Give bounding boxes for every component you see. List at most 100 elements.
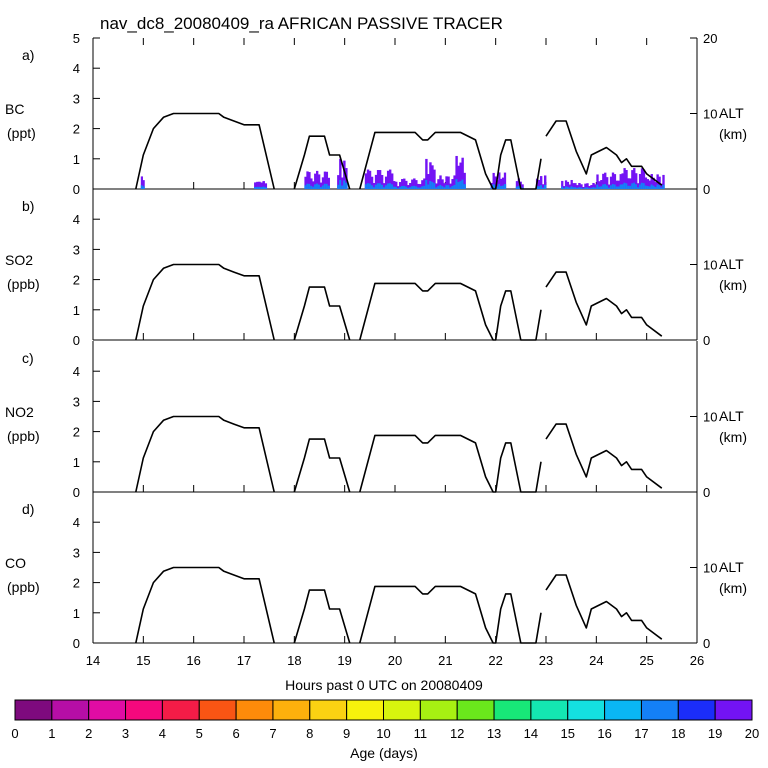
altitude-line [135, 112, 663, 190]
bc-age-bar [562, 188, 566, 189]
colorbar-swatch [51, 699, 90, 721]
y-tick-label: 3 [73, 394, 80, 409]
colorbar-swatch [677, 699, 716, 721]
bc-age-bar [453, 175, 456, 189]
x-tick-label: 14 [86, 653, 100, 668]
bc-age-bar [459, 162, 462, 189]
bc-age-bar [638, 184, 642, 189]
bc-age-bar [449, 183, 452, 189]
bc-age-bar [323, 183, 327, 189]
bc-age-bar [592, 187, 595, 189]
bc-age-bar [640, 168, 644, 189]
bc-age-bar [459, 181, 462, 189]
chart-title: nav_dc8_20080409_ra AFRICAN PASSIVE TRAC… [100, 14, 503, 33]
colorbar-tick-label: 0 [11, 726, 18, 741]
bc-age-bar [415, 180, 418, 189]
colorbar-swatch [88, 699, 127, 721]
bc-age-bar [596, 174, 599, 189]
bc-age-bar [327, 185, 330, 189]
bc-age-bar [596, 184, 599, 189]
bc-age-bar [304, 176, 307, 189]
y-tick-label: 1 [73, 303, 80, 318]
y-tick-label: 0 [73, 485, 80, 500]
bc-age-bar [405, 180, 408, 189]
panel-so2: 0 1 2 3 4 0 10 ALT (km) b) SO2 (ppb) [5, 189, 747, 348]
bc-age-bar [535, 185, 539, 189]
bc-age-bar [321, 185, 325, 189]
alt-axis-unit: (km) [719, 126, 747, 142]
bc-age-bar [317, 184, 321, 189]
bc-age-bar [380, 174, 384, 189]
bc-age-bar [345, 182, 348, 189]
bc-age-bar [600, 186, 603, 189]
bc-age-bar [423, 178, 426, 189]
bc-age-bar [457, 182, 460, 189]
y-tick-label: 2 [73, 273, 80, 288]
colorbar-swatch [604, 699, 642, 721]
bc-age-bar [652, 185, 655, 189]
bc-age-bar [337, 184, 340, 189]
altitude-line [135, 566, 663, 644]
bc-age-bar [576, 185, 579, 189]
bc-age-bar [598, 186, 601, 189]
bc-age-bar [433, 169, 436, 189]
bc-age-bar [627, 178, 630, 189]
y-tick-label: 3 [73, 242, 80, 257]
species-label: CO [5, 555, 26, 571]
bc-age-bar [604, 172, 607, 189]
bc-age-bar [580, 187, 583, 189]
colorbar-swatch [346, 699, 384, 721]
bc-age-bar [662, 174, 665, 189]
bc-age-bar [370, 185, 374, 189]
colorbar-tick-label: 16 [597, 726, 611, 741]
bc-age-bar [439, 175, 442, 189]
bc-age-bar [337, 175, 340, 189]
bc-age-bar [395, 181, 398, 189]
bc-age-bar [660, 183, 663, 189]
bc-age-bar [413, 178, 416, 189]
bc-age-bar [646, 179, 650, 189]
bc-age-bar [368, 183, 372, 189]
bc-age-bar [435, 183, 438, 189]
bc-age-bar [463, 184, 466, 189]
y-tick-label: 3 [73, 91, 80, 106]
bc-age-bar [425, 158, 428, 189]
bc-age-bar [609, 176, 613, 189]
bc-age-bar [570, 186, 573, 189]
bc-age-bar [254, 187, 257, 189]
alt-axis-label: ALT [719, 408, 744, 424]
bc-age-bar [378, 183, 382, 189]
bc-age-bar [423, 185, 426, 189]
bc-age-bar [304, 185, 307, 189]
bc-age-bar [388, 183, 392, 189]
colorbar-tick-label: 11 [414, 726, 428, 741]
bc-age-bar [572, 183, 575, 189]
bc-age-bar [368, 170, 372, 189]
bc-age-bar [451, 186, 454, 189]
bc-age-bar [598, 181, 601, 189]
bc-age-bar [451, 179, 454, 189]
bc-age-bar [644, 177, 648, 189]
x-tick-label: 22 [488, 653, 502, 668]
species-unit: (ppb) [7, 276, 40, 292]
bc-age-bar [399, 182, 402, 189]
bc-age-bar [341, 177, 344, 189]
y-tick-label: 4 [73, 515, 80, 530]
bc-age-bar [631, 183, 634, 189]
bc-age-bar [435, 187, 438, 189]
bc-age-bar [325, 171, 329, 189]
bc-age-bar [662, 184, 665, 189]
bc-age-bar [501, 185, 505, 189]
bc-age-bar [376, 183, 380, 189]
bc-age-bar [378, 170, 382, 189]
bc-age-bar [584, 183, 587, 189]
bc-age-bar [541, 184, 545, 189]
alt-tick-label: 0 [703, 182, 710, 197]
colorbar-tick-label: 15 [561, 726, 575, 741]
panel-bc: 0 1 2 3 4 5 0 10 20 ALT (km) a) BC (ppt) [5, 31, 747, 197]
bc-age-bar [638, 173, 642, 189]
bc-age-bar [140, 176, 143, 189]
bc-age-bar [640, 182, 644, 189]
bc-age-bar [140, 185, 143, 189]
bc-age-bar [366, 183, 370, 189]
